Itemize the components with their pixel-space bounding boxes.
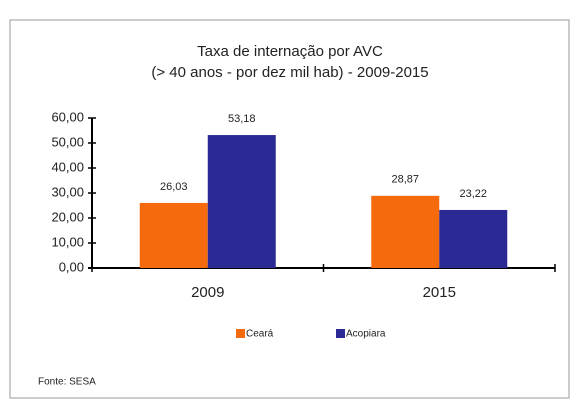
chart-title: Taxa de internação por AVC: [197, 43, 383, 60]
chart-subtitle: (> 40 anos - por dez mil hab) - 2009-201…: [151, 64, 428, 81]
legend-label: Acopiara: [346, 329, 386, 340]
value-label: 23,22: [459, 188, 487, 200]
value-label: 28,87: [391, 174, 419, 186]
legend-swatch: [236, 329, 245, 338]
y-tick-label: 10,00: [51, 234, 84, 249]
bar: [207, 135, 276, 268]
value-label: 26,03: [160, 181, 188, 193]
bar: [139, 202, 208, 268]
bar: [439, 209, 508, 268]
y-tick-label: 40,00: [51, 159, 84, 174]
x-tick-label: 2009: [191, 284, 224, 301]
legend-swatch: [336, 329, 345, 338]
y-tick-label: 20,00: [51, 209, 84, 224]
y-tick-label: 0,00: [59, 259, 84, 274]
y-tick-label: 30,00: [51, 184, 84, 199]
legend-label: Ceará: [246, 329, 274, 340]
bar: [371, 195, 440, 268]
value-label: 53,18: [228, 113, 256, 125]
source-note: Fonte: SESA: [38, 377, 96, 388]
chart-frame: [9, 19, 570, 399]
x-tick-label: 2015: [423, 284, 456, 301]
y-tick-label: 60,00: [51, 109, 84, 124]
y-tick-label: 50,00: [51, 134, 84, 149]
